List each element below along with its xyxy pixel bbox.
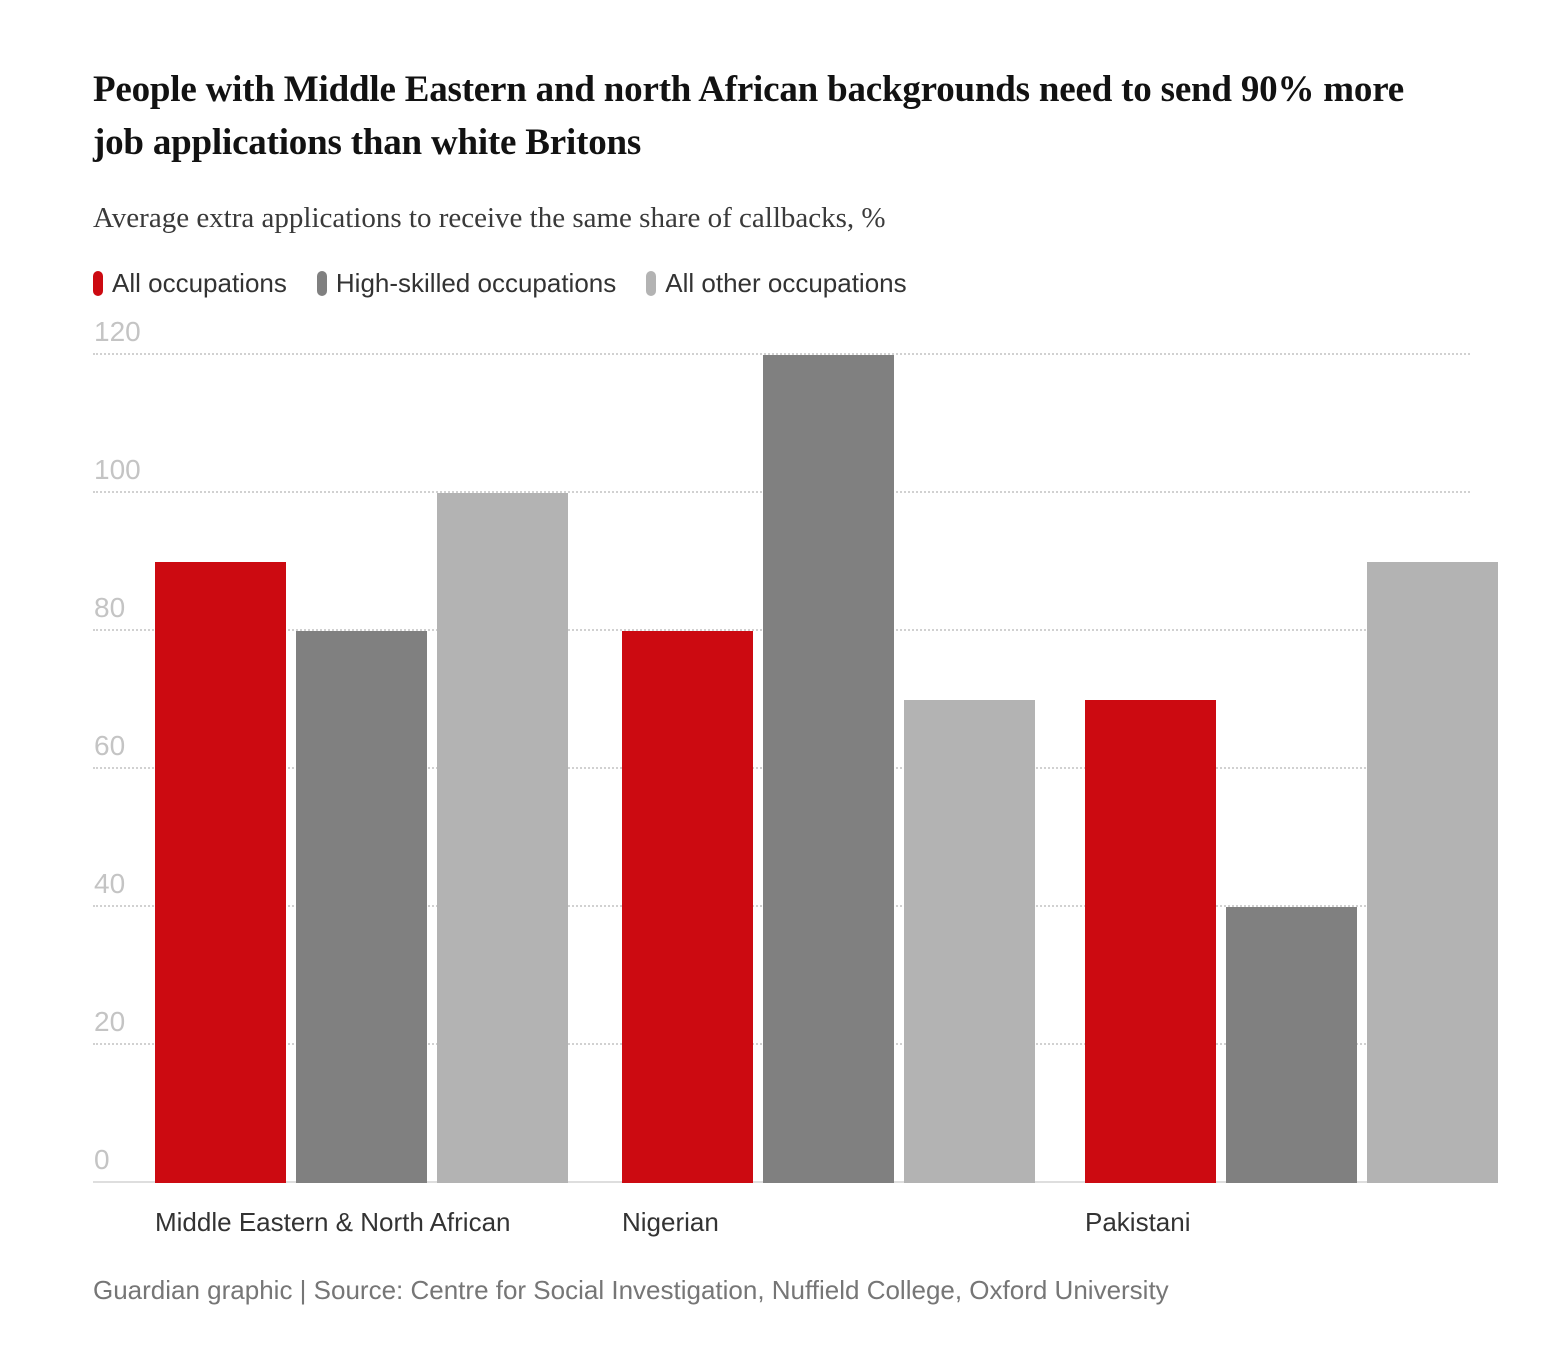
y-tick-label-20: 20 — [94, 1005, 126, 1037]
bar-high-skilled-occupations-nigerian — [763, 354, 894, 1183]
legend: All occupations High-skilled occupations A… — [93, 268, 1470, 299]
bar-all-occupations-nigerian — [622, 630, 753, 1183]
page-title: People with Middle Eastern and north Afr… — [93, 69, 1404, 163]
bar-high-skilled-occupations-pakistani — [1226, 906, 1357, 1183]
y-tick-label-80: 80 — [94, 591, 126, 623]
bar-all-occupations-pakistani — [1085, 699, 1216, 1183]
legend-label: All occupations — [112, 267, 287, 298]
source-credit: Guardian graphic | Source: Centre for So… — [93, 1274, 1169, 1305]
legend-item-all-occupations: All occupations — [93, 268, 287, 299]
category-label-pakistani: Pakistani — [1085, 1206, 1191, 1237]
category-label-nigerian: Nigerian — [622, 1206, 719, 1237]
legend-label: High-skilled occupations — [335, 267, 617, 298]
bar-all-occupations-middle-eastern-north-african — [155, 561, 286, 1183]
y-tick-label-60: 60 — [94, 729, 126, 761]
y-tick-label-40: 40 — [94, 867, 126, 899]
legend-marker-icon — [93, 270, 103, 296]
y-tick-label-0: 0 — [94, 1143, 110, 1175]
chart-subtitle: Average extra applications to receive th… — [93, 201, 886, 234]
legend-item-high-skilled-occupations: High-skilled occupations — [316, 267, 617, 299]
legend-item-all-other-occupations: All other occupations — [646, 267, 907, 299]
bar-chart: 0 20 40 60 80 100 120 Middle Eastern & North Af… — [93, 317, 1498, 1237]
bar-high-skilled-occupations-middle-eastern-north-african — [296, 630, 427, 1183]
bar-all-other-occupations-middle-eastern-north-african — [437, 492, 568, 1183]
category-label-middle-eastern-north-african: Middle Eastern & North African — [155, 1206, 511, 1237]
guardian-chart-page: People with Middle Eastern and north Afr… — [93, 69, 1498, 1305]
gridline-120 — [93, 352, 1470, 355]
legend-marker-icon — [646, 270, 657, 296]
bar-all-other-occupations-pakistani — [1367, 561, 1498, 1183]
bar-all-other-occupations-nigerian — [904, 699, 1035, 1183]
y-tick-label-100: 100 — [94, 453, 141, 485]
legend-label: All other occupations — [665, 267, 907, 298]
y-tick-label-120: 120 — [94, 315, 141, 347]
legend-marker-icon — [316, 270, 327, 296]
